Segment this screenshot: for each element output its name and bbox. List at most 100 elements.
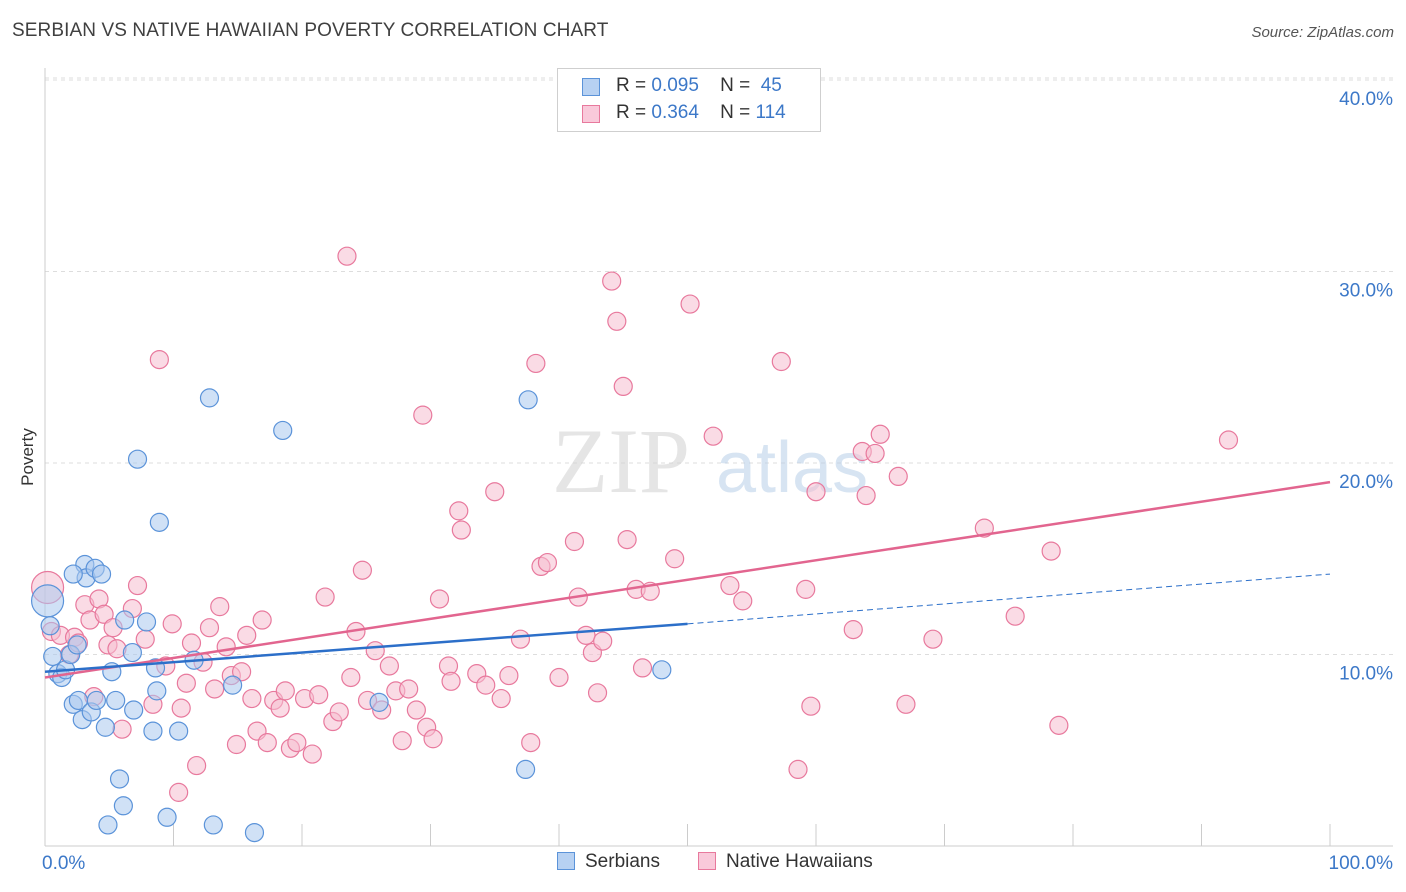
hawaiian-point: [521, 732, 541, 753]
hawaiian-point: [923, 629, 943, 649]
hawaiian-point: [510, 629, 531, 649]
hawaiian-point: [135, 629, 155, 649]
hawaiian-point: [771, 351, 791, 372]
hawaiian-point: [796, 579, 816, 599]
serbian-point: [43, 646, 63, 667]
serbian-point: [86, 690, 107, 711]
x-tick-label: 0.0%: [42, 853, 85, 874]
hawaiian-point: [587, 683, 608, 703]
hawaiian-point: [896, 694, 916, 714]
hawaiian-point: [1218, 430, 1239, 450]
legend-n-value-hawaiians: 114: [755, 102, 786, 123]
watermark: ZIP atlas: [552, 410, 868, 512]
serbian-point: [515, 759, 536, 780]
watermark-atlas: atlas: [716, 428, 868, 508]
serbian-point: [223, 675, 243, 695]
hawaiian-point: [423, 729, 443, 749]
trend-line-serbians-extrapolated: [687, 573, 1331, 625]
hawaiian-point: [413, 405, 433, 425]
hawaiian-point: [843, 620, 863, 640]
hawaiian-point: [406, 700, 426, 720]
serbian-point: [113, 796, 133, 816]
hawaiian-point: [632, 658, 653, 678]
bottom-legend-hawaiians: Native Hawaiians: [698, 851, 873, 873]
hawaiian-point: [171, 698, 191, 718]
hawaiian-point: [365, 641, 385, 661]
legend-swatch-hawaiians: [582, 105, 600, 123]
hawaiian-point: [94, 604, 114, 624]
hawaiian-point: [870, 424, 890, 444]
hawaiian-point: [499, 665, 519, 686]
hawaiian-point: [337, 246, 357, 266]
gridlines: [45, 77, 1393, 655]
hawaiian-point: [187, 755, 207, 776]
hawaiian-point: [720, 575, 740, 596]
legend-n-label: N =: [720, 75, 751, 96]
hawaiian-point: [564, 531, 585, 552]
serbian-point: [169, 721, 189, 741]
serbian-point: [136, 612, 157, 632]
hawaiian-point: [226, 734, 247, 755]
hawaiian-point: [680, 294, 700, 314]
hawaiian-point: [801, 696, 821, 716]
hawaiian-point: [1041, 541, 1061, 561]
hawaiian-point: [607, 311, 627, 331]
serbian-point: [143, 721, 163, 741]
bottom-legend-serbians: Serbians: [557, 851, 660, 873]
hawaiian-point: [216, 637, 236, 657]
legend-r-value-serbians: 0.095: [651, 75, 699, 96]
trend-line-serbians: [44, 622, 688, 673]
serbian-point: [40, 616, 60, 636]
hawaiian-point: [149, 349, 169, 370]
legend-n-value-serbians: 45: [760, 75, 782, 96]
serbian-point: [67, 635, 87, 655]
correlation-legend: R = 0.095 N = 45 R = 0.364 N = 114: [557, 68, 821, 132]
watermark-zip: ZIP: [552, 410, 690, 512]
legend-n-label: N =: [720, 102, 751, 123]
hawaiian-point: [451, 520, 471, 540]
hawaiian-point: [974, 518, 994, 538]
bottom-legend-label-serbians: Serbians: [585, 851, 660, 872]
hawaiian-point: [162, 614, 182, 634]
hawaiian-point: [449, 501, 469, 521]
hawaiian-point: [302, 744, 322, 764]
hawaiian-point: [287, 732, 307, 753]
serbian-point: [244, 822, 265, 843]
legend-swatch-serbians: [582, 78, 600, 96]
hawaiian-point: [613, 376, 633, 396]
hawaiian-point: [237, 625, 257, 645]
hawaiian-point: [617, 529, 637, 550]
legend-r-label: R =: [616, 75, 647, 96]
hawaiian-point: [1049, 715, 1069, 735]
hawaiian-point: [441, 671, 461, 691]
chart-title: SERBIAN VS NATIVE HAWAIIAN POVERTY CORRE…: [12, 20, 609, 41]
hawaiian-point: [788, 759, 808, 780]
serbian-point: [369, 692, 389, 712]
y-tick-label: 30.0%: [1339, 281, 1393, 302]
hawaiian-point: [865, 443, 885, 464]
hawaiian-point: [205, 679, 225, 699]
serbian-point: [106, 690, 126, 711]
hawaiian-point: [329, 702, 349, 722]
hawaiian-point: [210, 597, 230, 617]
hawaiian-point: [242, 688, 262, 709]
hawaiian-point: [485, 482, 505, 502]
hawaiian-point: [1005, 606, 1025, 626]
serbian-point: [124, 700, 144, 720]
serbian-point: [149, 512, 169, 532]
axes: 10.0% 20.0% 30.0% 40.0% 0.0% 100.0%: [42, 68, 1393, 874]
serbian-point: [95, 717, 115, 737]
bottom-legend-label-hawaiians: Native Hawaiians: [726, 851, 873, 872]
serbian-point: [122, 642, 142, 663]
bottom-legend-swatch-serbians: [557, 852, 575, 870]
serbian-point: [115, 610, 135, 630]
hawaiian-point: [379, 656, 399, 676]
hawaiian-point: [352, 560, 372, 580]
serbian-point: [518, 390, 538, 410]
hawaiian-point: [392, 731, 412, 751]
x-tick-label: 100.0%: [1329, 853, 1394, 874]
hawaiian-point: [429, 589, 450, 609]
hawaiian-point: [491, 688, 511, 709]
hawaiian-point: [856, 485, 876, 506]
